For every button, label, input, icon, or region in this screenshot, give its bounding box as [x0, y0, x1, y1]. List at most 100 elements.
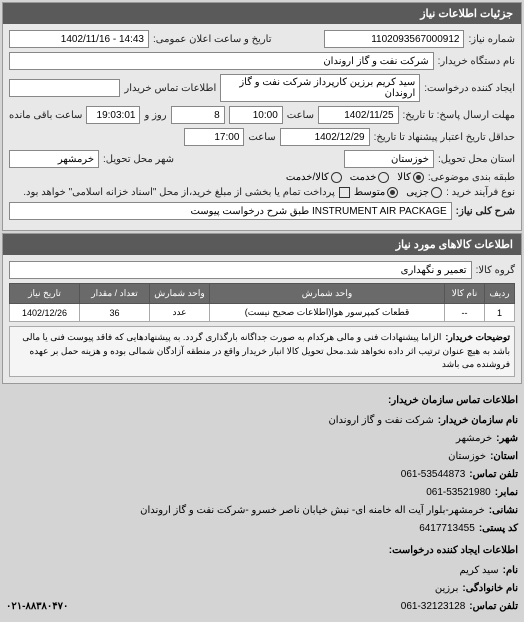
province-label: استان محل تحویل:: [438, 154, 515, 165]
cell-desc: قطعات کمپرسور هوا(اطلاعات صحیح نیست): [210, 304, 445, 322]
contact-org-name: نام سازمان خریدار: شرکت نفت و گاز اروندا…: [6, 412, 518, 430]
contact-fax: نمابر: 061-53521980: [6, 484, 518, 502]
col-date: تاریخ نیاز: [10, 284, 80, 304]
province-field: خوزستان: [344, 150, 434, 168]
purchase-note: پرداخت تمام یا بخشی از مبلغ خرید،از محل …: [23, 187, 335, 198]
footer-phone: ۰۲۱-۸۸۳۸۰۴۷۰: [6, 598, 68, 616]
goods-panel-title: اطلاعات کالاهای مورد نیاز: [3, 234, 521, 255]
radio-minor[interactable]: جزیی: [406, 187, 442, 198]
purchase-type-label: نوع فرآیند خرید :: [446, 187, 515, 198]
desc-label: شرح کلی نیاز:: [456, 206, 515, 217]
city-label: شهر:: [496, 430, 518, 448]
radio-goods[interactable]: کالا: [397, 172, 424, 183]
radio-dot-icon: [331, 172, 342, 183]
deadline-date-field: 1402/11/25: [318, 106, 399, 124]
province-label: استان:: [490, 448, 518, 466]
col-unit: واحد شمارش: [210, 284, 445, 304]
creator-field: سید کریم برزین کارپرداز شرکت نفت و گاز ا…: [220, 74, 420, 102]
desc-field: INSTRUMENT AIR PACKAGE طبق شرح درخواست پ…: [9, 202, 452, 220]
contact-lname: نام خانوادگی: برزین: [6, 580, 518, 598]
contact-address: نشانی: خرمشهر-بلوار آیت اله خامنه ای- نب…: [6, 502, 518, 520]
cell-qty: 36: [80, 304, 150, 322]
org-contact-header: اطلاعات تماس سازمان خریدار:: [6, 392, 518, 410]
goods-panel-body: گروه کالا: تعمیر و نگهداری ردیف نام کالا…: [3, 255, 521, 383]
category-radio-group: کالا خدمت کالا/خدمت: [286, 172, 424, 183]
contact-section: اطلاعات تماس سازمان خریدار: نام سازمان خ…: [0, 386, 524, 622]
phone-value: 061-53544873: [401, 466, 466, 484]
cell-unit: عدد: [150, 304, 210, 322]
category-label: طبقه بندی موضوعی:: [428, 172, 515, 183]
remain-field: 19:03:01: [86, 106, 140, 124]
cell-index: 1: [485, 304, 515, 322]
province-value: خوزستان: [448, 448, 486, 466]
radio-medium-label: متوسط: [354, 187, 385, 198]
days-label: روز و: [144, 110, 166, 121]
row-creator: ایجاد کننده درخواست: سید کریم برزین کارپ…: [9, 74, 515, 102]
contact-phone: تلفن تماس: 061-53544873: [6, 466, 518, 484]
table-header-row: ردیف نام کالا واحد شمارش واحد شمارش تعدا…: [10, 284, 515, 304]
row-desc: شرح کلی نیاز: INSTRUMENT AIR PACKAGE طبق…: [9, 202, 515, 220]
row-category: طبقه بندی موضوعی: کالا خدمت کالا/خدمت: [9, 172, 515, 183]
postal-label: کد پستی:: [479, 520, 518, 538]
public-datetime-label: تاریخ و ساعت اعلان عمومی:: [153, 34, 272, 45]
lname-value: برزین: [435, 580, 459, 598]
panel-body: شماره نیاز: 1102093567000912 تاریخ و ساع…: [3, 24, 521, 230]
goods-table: ردیف نام کالا واحد شمارش واحد شمارش تعدا…: [9, 283, 515, 322]
org-name-value: شرکت نفت و گاز اروندان: [328, 412, 433, 430]
org-name-label: نام دستگاه خریدار:: [438, 56, 515, 67]
days-field: 8: [171, 106, 225, 124]
contact-province: استان: خوزستان: [6, 448, 518, 466]
fname-label: نام:: [503, 562, 518, 580]
contact-city: شهر: خرمشهر: [6, 430, 518, 448]
city-value: خرمشهر: [456, 430, 492, 448]
validity-time-label: ساعت: [248, 132, 275, 143]
row-validity: حداقل تاریخ اعتبار پیشنهاد تا تاریخ: 140…: [9, 128, 515, 146]
row-deadline: مهلت ارسال پاسخ: تا تاریخ: 1402/11/25 سا…: [9, 106, 515, 124]
contact-fname: نام: سید کریم: [6, 562, 518, 580]
contact-creator-phone: تلفن تماس: 061-32123128 ۰۲۱-۸۸۳۸۰۴۷۰: [6, 598, 518, 616]
group-label: گروه کالا:: [476, 265, 515, 276]
city-field: خرمشهر: [9, 150, 99, 168]
deadline-time-field: 10:00: [229, 106, 283, 124]
row-group: گروه کالا: تعمیر و نگهداری: [9, 261, 515, 279]
treasury-checkbox[interactable]: [339, 187, 350, 198]
address-value: خرمشهر-بلوار آیت اله خامنه ای- نبش خیابا…: [140, 502, 485, 520]
row-req-number: شماره نیاز: 1102093567000912 تاریخ و ساع…: [9, 30, 515, 48]
cell-date: 1402/12/26: [10, 304, 80, 322]
radio-dot-icon: [413, 172, 424, 183]
fname-value: سید کریم: [460, 562, 499, 580]
org-name-field: شرکت نفت و گاز اروندان: [9, 52, 434, 70]
col-count-unit: واحد شمارش: [150, 284, 210, 304]
panel-title: جزئیات اطلاعات نیاز: [3, 3, 521, 24]
req-number-label: شماره نیاز:: [468, 34, 515, 45]
contact-postal: کد پستی: 6417713455: [6, 520, 518, 538]
row-purchase-type: نوع فرآیند خرید : جزیی متوسط پرداخت تمام…: [9, 187, 515, 198]
creator-phone-label: تلفن تماس:: [469, 598, 518, 616]
deadline-time-label: ساعت: [287, 110, 314, 121]
table-row[interactable]: 1 -- قطعات کمپرسور هوا(اطلاعات صحیح نیست…: [10, 304, 515, 322]
radio-medium[interactable]: متوسط: [354, 187, 398, 198]
row-location: استان محل تحویل: خوزستان شهر محل تحویل: …: [9, 150, 515, 168]
validity-date-field: 1402/12/29: [280, 128, 370, 146]
address-label: نشانی:: [489, 502, 518, 520]
creator-label: ایجاد کننده درخواست:: [424, 83, 515, 94]
col-name: نام کالا: [445, 284, 485, 304]
row-org-name: نام دستگاه خریدار: شرکت نفت و گاز اروندا…: [9, 52, 515, 70]
radio-dot-icon: [387, 187, 398, 198]
cell-name: --: [445, 304, 485, 322]
col-index: ردیف: [485, 284, 515, 304]
note-label: توضیحات خریدار:: [445, 331, 510, 345]
buyer-contact-field: [9, 79, 120, 97]
creator-contact-header: اطلاعات ایجاد کننده درخواست:: [6, 542, 518, 560]
radio-service-label: خدمت: [350, 172, 377, 183]
req-number-field: 1102093567000912: [324, 30, 464, 48]
validity-label: حداقل تاریخ اعتبار پیشنهاد تا تاریخ:: [374, 132, 515, 143]
note-text: الزاما پیشنهادات فنی و مالی هرکدام به صو…: [22, 332, 510, 369]
fax-value: 061-53521980: [426, 484, 491, 502]
details-panel: جزئیات اطلاعات نیاز شماره نیاز: 11020935…: [2, 2, 522, 231]
radio-service[interactable]: خدمت: [350, 172, 390, 183]
remain-label: ساعت باقی مانده: [9, 110, 82, 121]
lname-label: نام خانوادگی:: [462, 580, 518, 598]
group-field: تعمیر و نگهداری: [9, 261, 472, 279]
radio-both[interactable]: کالا/خدمت: [286, 172, 342, 183]
